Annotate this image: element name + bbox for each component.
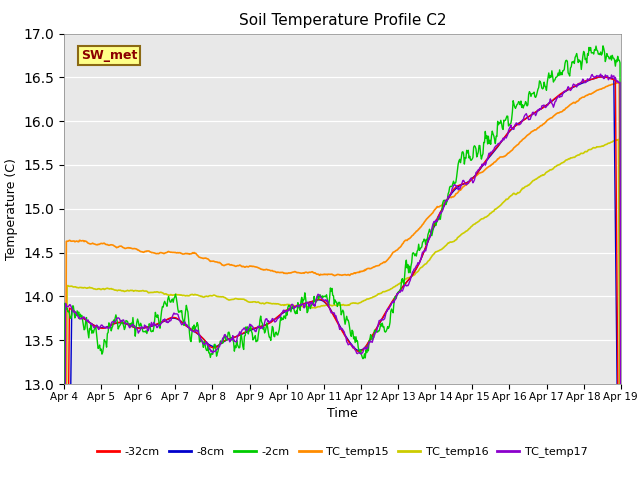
Text: SW_met: SW_met	[81, 49, 137, 62]
X-axis label: Time: Time	[327, 407, 358, 420]
Y-axis label: Temperature (C): Temperature (C)	[5, 158, 18, 260]
Title: Soil Temperature Profile C2: Soil Temperature Profile C2	[239, 13, 446, 28]
Legend: -32cm, -8cm, -2cm, TC_temp15, TC_temp16, TC_temp17: -32cm, -8cm, -2cm, TC_temp15, TC_temp16,…	[93, 442, 592, 462]
